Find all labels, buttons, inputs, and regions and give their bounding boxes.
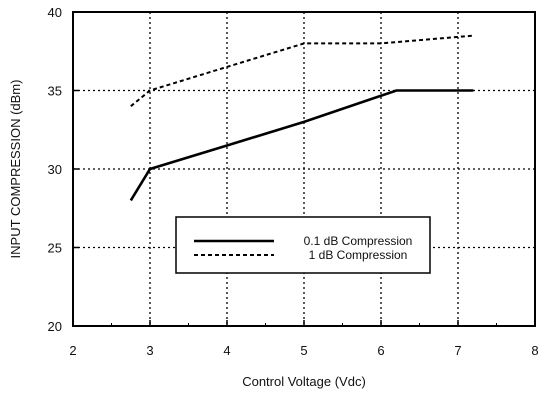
x-tick-label: 2 — [69, 343, 76, 358]
y-tick-label: 25 — [48, 241, 62, 256]
x-tick-label: 3 — [146, 343, 153, 358]
x-axis-title: Control Voltage (Vdc) — [242, 374, 366, 389]
legend-box — [175, 216, 431, 274]
x-tick-label: 5 — [300, 343, 307, 358]
x-tick-label: 6 — [377, 343, 384, 358]
legend-label-2: 1 dB Compression — [309, 248, 408, 262]
legend-label-1: 0.1 dB Compression — [304, 234, 413, 248]
axis-ticks: 2 3 4 5 6 7 8 20 25 30 35 40 — [48, 5, 538, 358]
series-lines — [129, 34, 474, 202]
y-axis-title: INPUT COMPRESSION (dBm) — [8, 80, 23, 259]
y-tick-label: 20 — [48, 319, 62, 334]
y-tick-label: 30 — [48, 162, 62, 177]
x-tick-label: 4 — [223, 343, 230, 358]
x-tick-label: 8 — [531, 343, 538, 358]
x-tick-label: 7 — [454, 343, 461, 358]
series-line-1 — [129, 89, 474, 202]
y-tick-label: 40 — [48, 5, 62, 20]
y-tick-label: 35 — [48, 84, 62, 99]
